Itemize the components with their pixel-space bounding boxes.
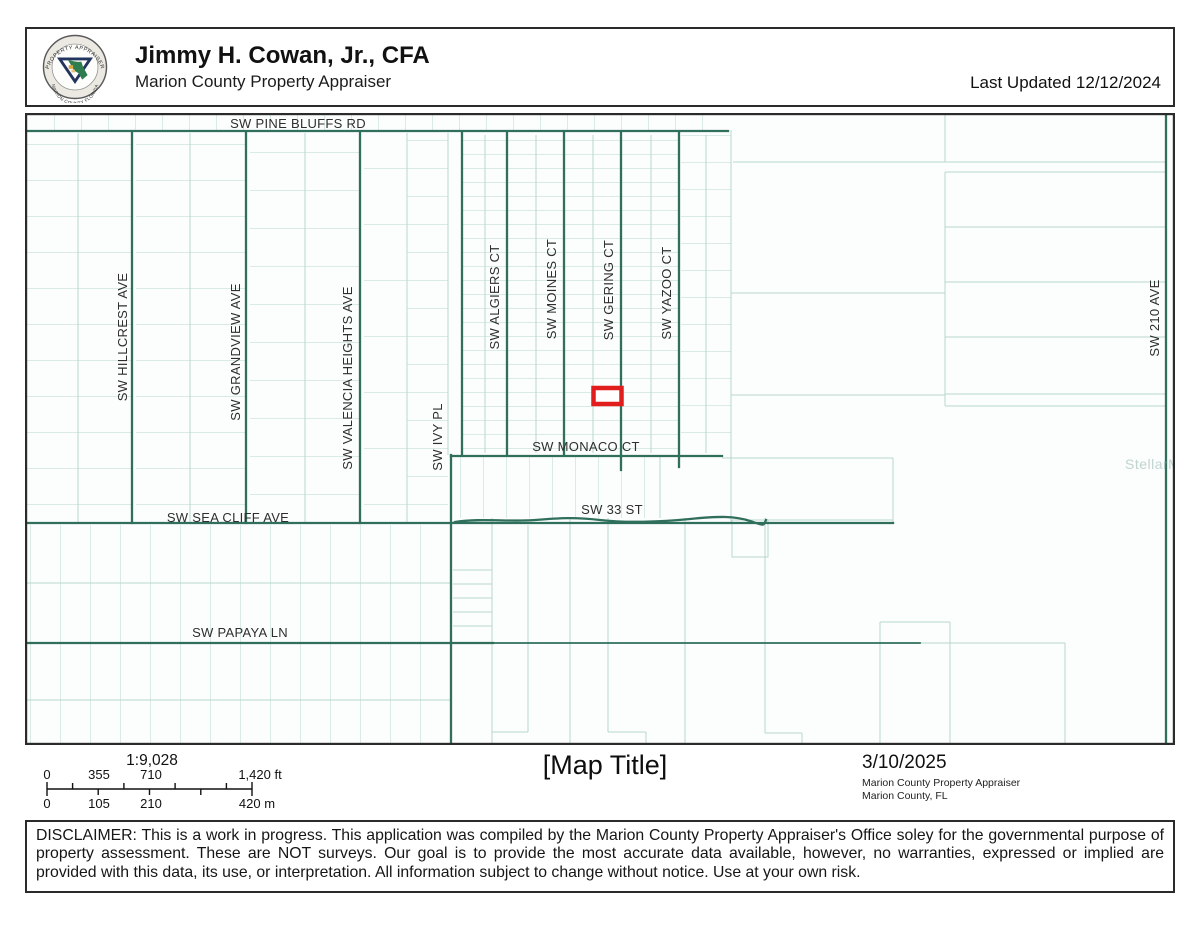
scale-ft-1420: 1,420 ft (238, 767, 282, 782)
disclaimer-text: DISCLAIMER: This is a work in progress. … (25, 820, 1175, 893)
scale-m-0: 0 (43, 796, 50, 811)
scale-bar: 1:9,028 0 355 710 1,420 ft 0 105 210 420… (43, 752, 282, 811)
office-subtitle: Marion County Property Appraiser (135, 72, 392, 92)
street-lines (23, 112, 1168, 747)
appraiser-name-title: Jimmy H. Cowan, Jr., CFA (135, 41, 430, 69)
street-label-algiers: SW ALGIERS CT (487, 244, 502, 349)
scale-ft-0: 0 (43, 767, 50, 782)
selected-parcel-highlight[interactable] (591, 385, 624, 407)
print-org: Marion County Property Appraiser (862, 777, 1021, 789)
map-title-placeholder: [Map Title] (542, 750, 668, 780)
map-container: StellarMLS SW PINE BLUFFS RD SW HILLCRES… (23, 112, 1198, 747)
county-seal-logo: PROPERTY APPRAISER MARION COUNTY FLORIDA (42, 34, 108, 103)
print-org-location: Marion County, FL (862, 789, 948, 802)
scale-ft-355: 355 (88, 767, 110, 782)
print-info-block: 3/10/2025 Marion County Property Apprais… (862, 752, 1020, 802)
watermark: StellarMLS (1125, 456, 1175, 472)
street-label-pine-bluffs: SW PINE BLUFFS RD (230, 116, 366, 131)
street-label-sea-cliff: SW SEA CLIFF AVE (167, 510, 289, 525)
street-label-yazoo: SW YAZOO CT (659, 246, 674, 339)
street-label-210-ave: SW 210 AVE (1147, 279, 1162, 356)
seal-building-icon-2 (71, 69, 75, 73)
street-label-33-st: SW 33 ST (581, 502, 643, 517)
scale-bar-ticks (46, 782, 253, 796)
street-label-moines: SW MOINES CT (544, 239, 559, 339)
street-label-grandview: SW GRANDVIEW AVE (228, 283, 243, 420)
scale-m-210: 210 (140, 796, 162, 811)
map-border (24, 112, 1176, 746)
street-label-monaco: SW MONACO CT (532, 439, 640, 454)
street-label-valencia: SW VALENCIA HEIGHTS AVE (340, 286, 355, 469)
street-label-papaya: SW PAPAYA LN (192, 625, 288, 640)
street-labels: SW PINE BLUFFS RD SW HILLCREST AVE SW GR… (115, 116, 1162, 640)
scale-ratio: 1:9,028 (126, 752, 178, 769)
seal-florida-icon (67, 59, 88, 80)
street-label-hillcrest: SW HILLCREST AVE (115, 273, 130, 402)
scale-m-105: 105 (88, 796, 110, 811)
parcel-lines (27, 114, 1166, 745)
print-date: 3/10/2025 (862, 752, 947, 773)
last-updated-label: Last Updated 12/12/2024 (970, 73, 1161, 92)
scale-ft-710: 710 (140, 767, 162, 782)
map-canvas[interactable]: StellarMLS SW PINE BLUFFS RD SW HILLCRES… (23, 112, 1198, 747)
street-label-gering: SW GERING CT (601, 240, 616, 340)
street-label-ivy: SW IVY PL (430, 403, 445, 470)
scale-m-420: 420 m (239, 796, 275, 811)
seal-building-icon (68, 65, 74, 69)
header-bar: PROPERTY APPRAISER MARION COUNTY FLORIDA… (25, 27, 1175, 107)
